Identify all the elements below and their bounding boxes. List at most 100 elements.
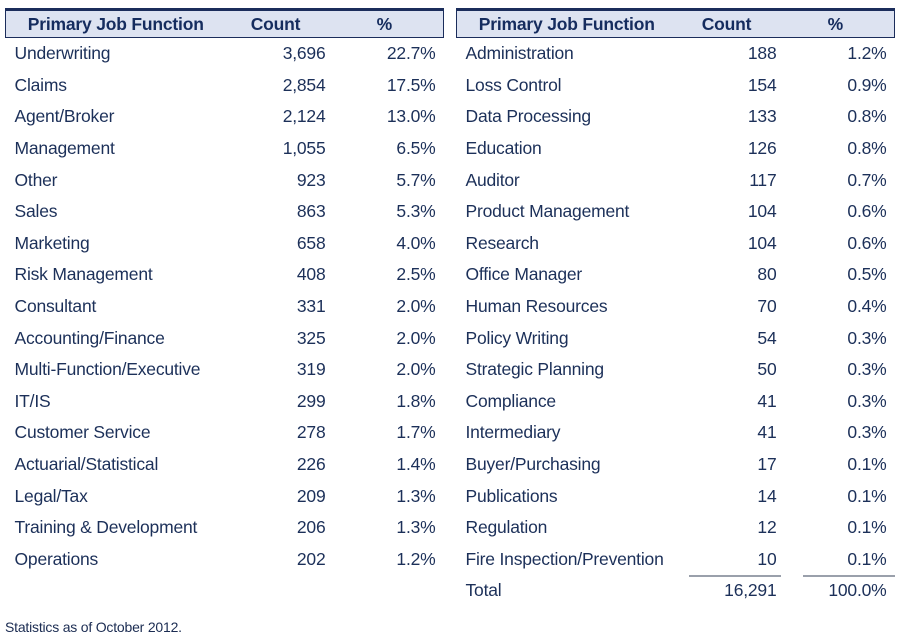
- count-cell: 133: [747, 106, 777, 127]
- count-cell: 126: [747, 138, 777, 159]
- percent-cell: 0.1%: [847, 548, 887, 569]
- percent-cell: 0.4%: [847, 296, 887, 317]
- job-function-cell: Customer Service: [14, 422, 151, 443]
- table-row: IT/IS 299 1.8%: [6, 386, 444, 418]
- table-row: Operations 202 1.2%: [6, 544, 444, 576]
- percent-cell: 1.3%: [396, 517, 436, 538]
- table-row: Product Management 104 0.6%: [457, 196, 895, 228]
- count-cell: 12: [757, 517, 777, 538]
- percent-cell: 22.7%: [386, 43, 436, 64]
- count-cell: 331: [296, 296, 326, 317]
- count-cell: 17: [757, 454, 777, 475]
- table-row: Claims 2,854 17.5%: [6, 70, 444, 102]
- table-row: Buyer/Purchasing 17 0.1%: [457, 449, 895, 481]
- total-percent: 100.0%: [777, 575, 895, 607]
- count-cell: 14: [757, 485, 777, 506]
- table-row: Loss Control 154 0.9%: [457, 70, 895, 102]
- count-cell: 209: [296, 485, 326, 506]
- table-row: Compliance 41 0.3%: [457, 386, 895, 418]
- count-cell: 226: [296, 454, 326, 475]
- job-function-cell: Actuarial/Statistical: [14, 454, 159, 475]
- job-function-cell: Underwriting: [14, 43, 111, 64]
- count-cell: 80: [757, 264, 777, 285]
- job-function-cell: Regulation: [465, 517, 548, 538]
- header-count: Count: [676, 8, 777, 38]
- job-function-cell: Policy Writing: [465, 327, 569, 348]
- percent-cell: 0.3%: [847, 390, 887, 411]
- percent-cell: 5.7%: [396, 169, 436, 190]
- job-function-cell: Compliance: [465, 390, 557, 411]
- percent-cell: 0.3%: [847, 359, 887, 380]
- count-cell: 154: [747, 74, 777, 95]
- count-cell: 50: [757, 359, 777, 380]
- table-row: Marketing 658 4.0%: [6, 228, 444, 260]
- percent-cell: 5.3%: [396, 201, 436, 222]
- percent-cell: 0.1%: [847, 454, 887, 475]
- percent-cell: 1.4%: [396, 454, 436, 475]
- job-function-cell: Loss Control: [465, 74, 562, 95]
- percent-cell: 0.6%: [847, 201, 887, 222]
- count-cell: 1,055: [282, 138, 326, 159]
- table-row: Research 104 0.6%: [457, 228, 895, 260]
- percent-cell: 0.5%: [847, 264, 887, 285]
- job-function-cell: Claims: [14, 74, 67, 95]
- table-row: Education 126 0.8%: [457, 133, 895, 165]
- percent-cell: 6.5%: [396, 138, 436, 159]
- job-function-cell: Agent/Broker: [14, 106, 115, 127]
- table-row: Auditor 117 0.7%: [457, 164, 895, 196]
- header-percent: %: [776, 8, 895, 38]
- count-cell: 41: [757, 422, 777, 443]
- percent-cell: 4.0%: [396, 232, 436, 253]
- table-row: Management 1,055 6.5%: [6, 133, 444, 165]
- job-function-cell: IT/IS: [14, 390, 51, 411]
- table-row: Strategic Planning 50 0.3%: [457, 354, 895, 386]
- percent-cell: 0.3%: [847, 327, 887, 348]
- count-cell: 278: [296, 422, 326, 443]
- table-row: Risk Management 408 2.5%: [6, 259, 444, 291]
- table-row: Policy Writing 54 0.3%: [457, 322, 895, 354]
- count-cell: 117: [749, 169, 777, 190]
- percent-cell: 1.8%: [396, 390, 436, 411]
- job-function-cell: Product Management: [465, 201, 630, 222]
- percent-cell: 0.8%: [847, 138, 887, 159]
- percent-cell: 1.2%: [396, 548, 436, 569]
- header-count: Count: [225, 8, 326, 38]
- table-row: Legal/Tax 209 1.3%: [6, 480, 444, 512]
- table-row: Administration 188 1.2%: [457, 38, 895, 70]
- count-cell: 104: [747, 232, 777, 253]
- job-function-cell: Accounting/Finance: [14, 327, 165, 348]
- table-header-row: Primary Job Function Count %: [5, 8, 444, 38]
- count-cell: 923: [296, 169, 326, 190]
- table-row: Actuarial/Statistical 226 1.4%: [6, 449, 444, 481]
- job-function-cell: Legal/Tax: [14, 485, 88, 506]
- job-function-cell: Sales: [14, 201, 58, 222]
- count-cell: 863: [296, 201, 326, 222]
- job-function-cell: Fire Inspection/Prevention: [465, 548, 664, 569]
- job-function-cell: Training & Development: [14, 517, 198, 538]
- job-function-cell: Intermediary: [465, 422, 561, 443]
- job-function-cell: Consultant: [14, 296, 97, 317]
- job-function-cell: Multi-Function/Executive: [14, 359, 201, 380]
- table-row: Consultant 331 2.0%: [6, 291, 444, 323]
- job-function-cell: Risk Management: [14, 264, 153, 285]
- table-row: Other 923 5.7%: [6, 164, 444, 196]
- table-row: Customer Service 278 1.7%: [6, 417, 444, 449]
- table-row: Publications 14 0.1%: [457, 480, 895, 512]
- table-body-right: Administration 188 1.2% Loss Control 154 0.9%…: [457, 38, 895, 576]
- percent-cell: 0.3%: [847, 422, 887, 443]
- percent-cell: 1.2%: [847, 43, 887, 64]
- table-row: Multi-Function/Executive 319 2.0%: [6, 354, 444, 386]
- count-cell: 2,124: [282, 106, 326, 127]
- job-function-cell: Buyer/Purchasing: [465, 454, 601, 475]
- table-row: Data Processing 133 0.8%: [457, 101, 895, 133]
- table-row: Accounting/Finance 325 2.0%: [6, 322, 444, 354]
- job-function-cell: Administration: [465, 43, 574, 64]
- job-function-cell: Other: [14, 169, 58, 190]
- count-cell: 206: [296, 517, 326, 538]
- total-count: 16,291: [677, 575, 781, 607]
- job-function-cell: Strategic Planning: [465, 359, 605, 380]
- job-function-cell: Office Manager: [465, 264, 583, 285]
- table-row: Underwriting 3,696 22.7%: [6, 38, 444, 70]
- count-cell: 658: [296, 232, 326, 253]
